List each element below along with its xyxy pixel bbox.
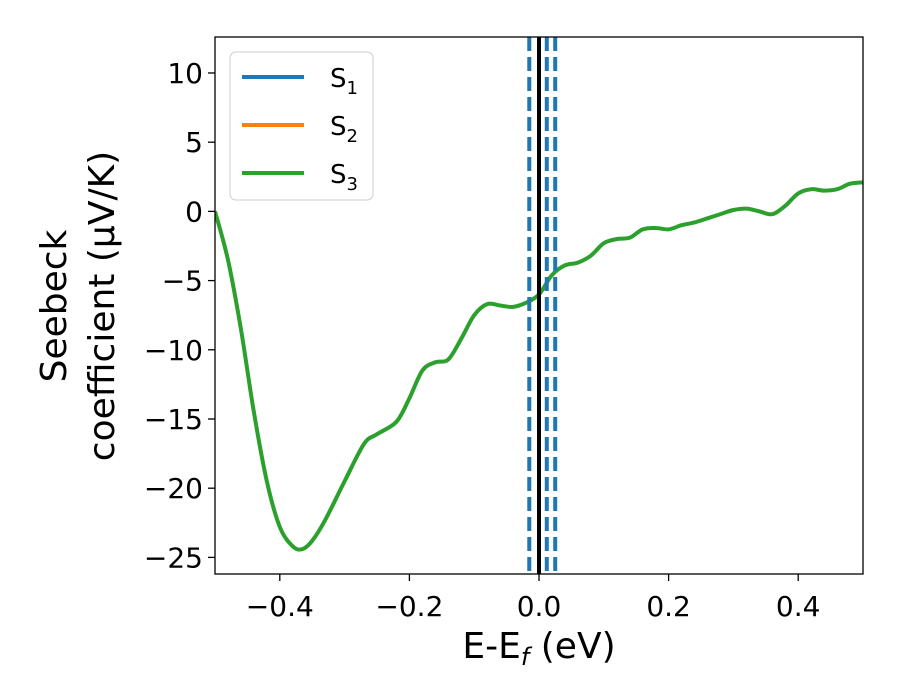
x-tick-label: −0.2	[375, 590, 443, 623]
y-axis-label-line2: coefficient (μV/K)	[82, 151, 123, 461]
y-tick-label: 10	[167, 57, 203, 90]
y-tick-label: −15	[144, 403, 203, 436]
legend: S1 S2 S3	[229, 51, 374, 201]
x-tick-label: 0.2	[646, 590, 691, 623]
legend-label-2: S2	[330, 112, 358, 147]
x-tick-label: 0.4	[776, 590, 821, 623]
y-tick-label: −25	[144, 541, 203, 574]
vertical-lines	[527, 37, 558, 574]
x-tick-label: −0.4	[246, 590, 314, 623]
y-axis-ticks: 10 5 0 −5 −10 −15 −20 −25	[144, 57, 215, 574]
y-axis-label-line1: Seebeck	[34, 229, 75, 382]
y-tick-label: 5	[185, 126, 203, 159]
y-tick-label: −10	[144, 334, 203, 367]
y-tick-label: 0	[185, 195, 203, 228]
y-axis-label: Seebeck coefficient (μV/K)	[34, 151, 123, 461]
x-tick-label: 0.0	[517, 590, 562, 623]
x-axis-ticks: −0.4 −0.2 0.0 0.2 0.4	[246, 574, 821, 623]
series-layer	[215, 180, 863, 552]
y-tick-label: −5	[162, 265, 203, 298]
legend-label-1: S1	[330, 64, 358, 99]
y-tick-label: −20	[144, 472, 203, 505]
series-line-3	[215, 180, 863, 552]
x-axis-label: E-Ef (eV)	[462, 626, 615, 671]
legend-label-3: S3	[330, 160, 358, 195]
